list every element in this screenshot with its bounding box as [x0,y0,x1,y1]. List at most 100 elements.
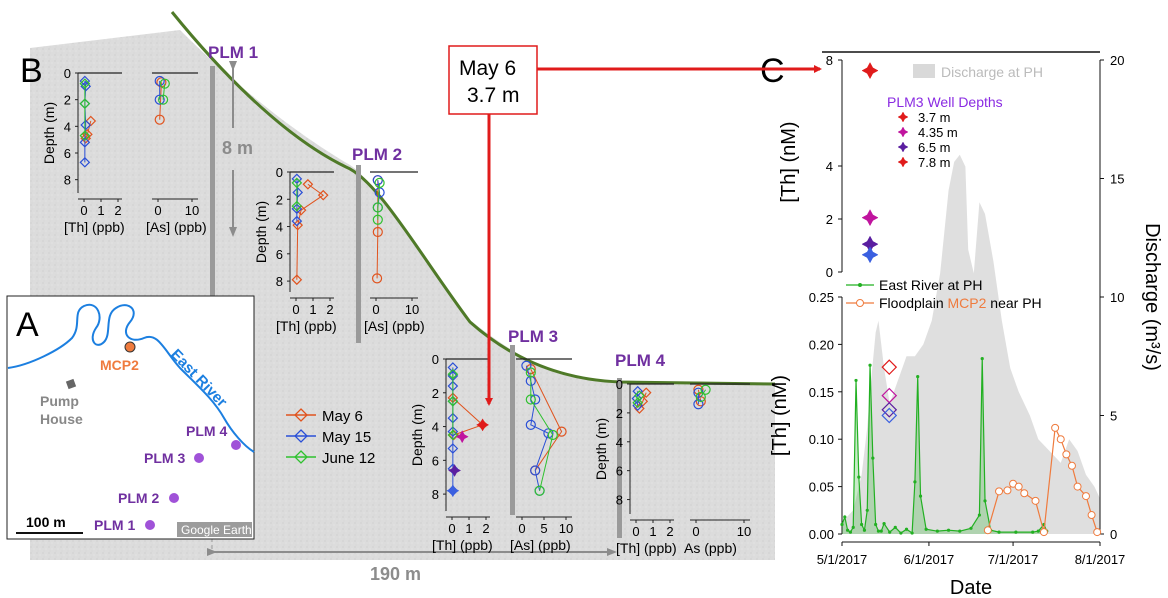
as-data-point [700,384,711,395]
floodplain-point [1081,492,1090,501]
east-river-point [918,494,923,498]
discharge-legend-swatch [913,64,935,78]
as-data-point [154,94,165,105]
top-y-axis-label: [Th] (nM) [778,121,800,202]
river-legend: East River at PH Floodplain MCP2 near PH [846,277,1042,311]
well-point-top [861,246,879,264]
as-tick-label: 0 [154,203,161,218]
well-legend-title: PLM3 Well Depths [887,94,1003,110]
east-river-point [977,513,982,517]
th-axis-label: [Th] (ppb) [432,537,493,553]
bottom-y-tick-label: 0.10 [809,432,834,447]
depth-tick-label: 8 [432,487,439,502]
as-data-point [547,429,558,441]
th-tick-label: 2 [482,521,489,536]
site-label-plm3: PLM 3 [508,327,558,346]
river-legend-label: East River at PH [879,277,982,293]
th-data-point [634,403,645,414]
floodplain-point [1051,423,1060,432]
as-data-point [372,214,383,225]
as-axis-label: [As] (ppb) [364,318,425,334]
plm2-map-label: PLM 2 [118,490,159,506]
floodplain-point [1087,511,1096,520]
floodplain-legend-suffix: near PH [986,295,1041,311]
callout-line1: May 6 [459,57,516,80]
as-data-point [372,175,383,186]
floodplain-point [1056,435,1065,444]
th-data-point [292,187,304,198]
east-river-point [1031,530,1035,534]
th-tick-label: 2 [666,524,673,539]
legend-label-may15: May 15 [322,429,371,446]
credit-badge [177,522,252,537]
floodplain-point [1039,528,1048,537]
pump-house-label-2: House [40,411,83,427]
top-y-tick-label: 8 [826,53,833,68]
east-river-point [946,528,951,532]
well-legend-marker [897,141,909,153]
depth-tick-label: 6 [432,453,439,468]
th-axis-label: [Th] (ppb) [616,540,677,556]
as-data-point [158,94,169,105]
depth-tick-label: 4 [276,220,283,235]
depth-tick-label: 6 [276,247,283,262]
east-river-point [893,525,897,529]
site-map: A East River MCP2 Pump House PLM 4 PLM 3… [6,295,255,540]
x-tick-label: 6/1/2017 [904,552,955,567]
bottom-y-tick-label: 0.15 [809,385,834,400]
as-axis-label: [As] (ppb) [510,537,571,553]
east-river-point [879,529,883,533]
vertical-distance-label: 8 m [222,138,253,158]
legend-label-may6: May 6 [322,408,363,425]
th-axis-label: [Th] (ppb) [64,219,125,235]
east-river-point [840,522,844,527]
well-legend-marker [897,156,909,168]
depth-axis-label: Depth (m) [41,102,57,164]
well-point-bottom [881,401,898,418]
as-tick-label: 10 [185,203,199,218]
x-tick-label: 8/1/2017 [1075,552,1126,567]
th-data-point [79,130,91,142]
depth-tick-label: 2 [276,192,283,207]
floodplain-legend-marker [856,299,864,307]
site-label-plm1: PLM 1 [208,43,258,62]
site-plm3: PLM 3 [508,327,558,515]
depth-tick-label: 0 [432,352,439,367]
th-data-point [291,215,303,227]
depth-tick-label: 0 [276,165,283,180]
highlight-point [446,484,460,498]
th-data-point [80,119,92,131]
legend-entry-may6: May 6 [286,408,363,425]
site-plm2: PLM 2 [352,145,402,343]
as-data-point [372,226,383,238]
well-legend-marker [897,111,909,123]
east-river-point [874,522,878,527]
floodplain-point [1073,482,1082,491]
site-label-plm4: PLM 4 [615,351,666,370]
well-plm1 [210,66,215,298]
plm2-marker [169,493,179,503]
top-y-tick-label: 4 [826,159,833,174]
floodplain-legend-prefix: Floodplain [879,295,948,311]
right-y-axis-label: Discharge (m³/s) [1141,223,1163,371]
th-data-point [79,136,91,148]
floodplain-point [995,487,1004,496]
th-tick-label: 1 [465,521,472,536]
as-data-point [534,485,545,496]
th-data-point [631,393,643,404]
th-data-point [291,274,303,286]
east-river-point [924,527,928,531]
floodplain-legend-label: Floodplain MCP2 near PH [879,295,1042,311]
east-river-point [1014,530,1018,534]
east-river-point [910,531,914,535]
bottom-y-tick-label: 0.20 [809,337,834,352]
site-plm4: PLM 4 [615,351,666,538]
river-legend-marker [858,283,862,287]
east-river-point [862,528,867,532]
panel-label-a: A [16,306,39,344]
th-data-point [632,385,644,397]
